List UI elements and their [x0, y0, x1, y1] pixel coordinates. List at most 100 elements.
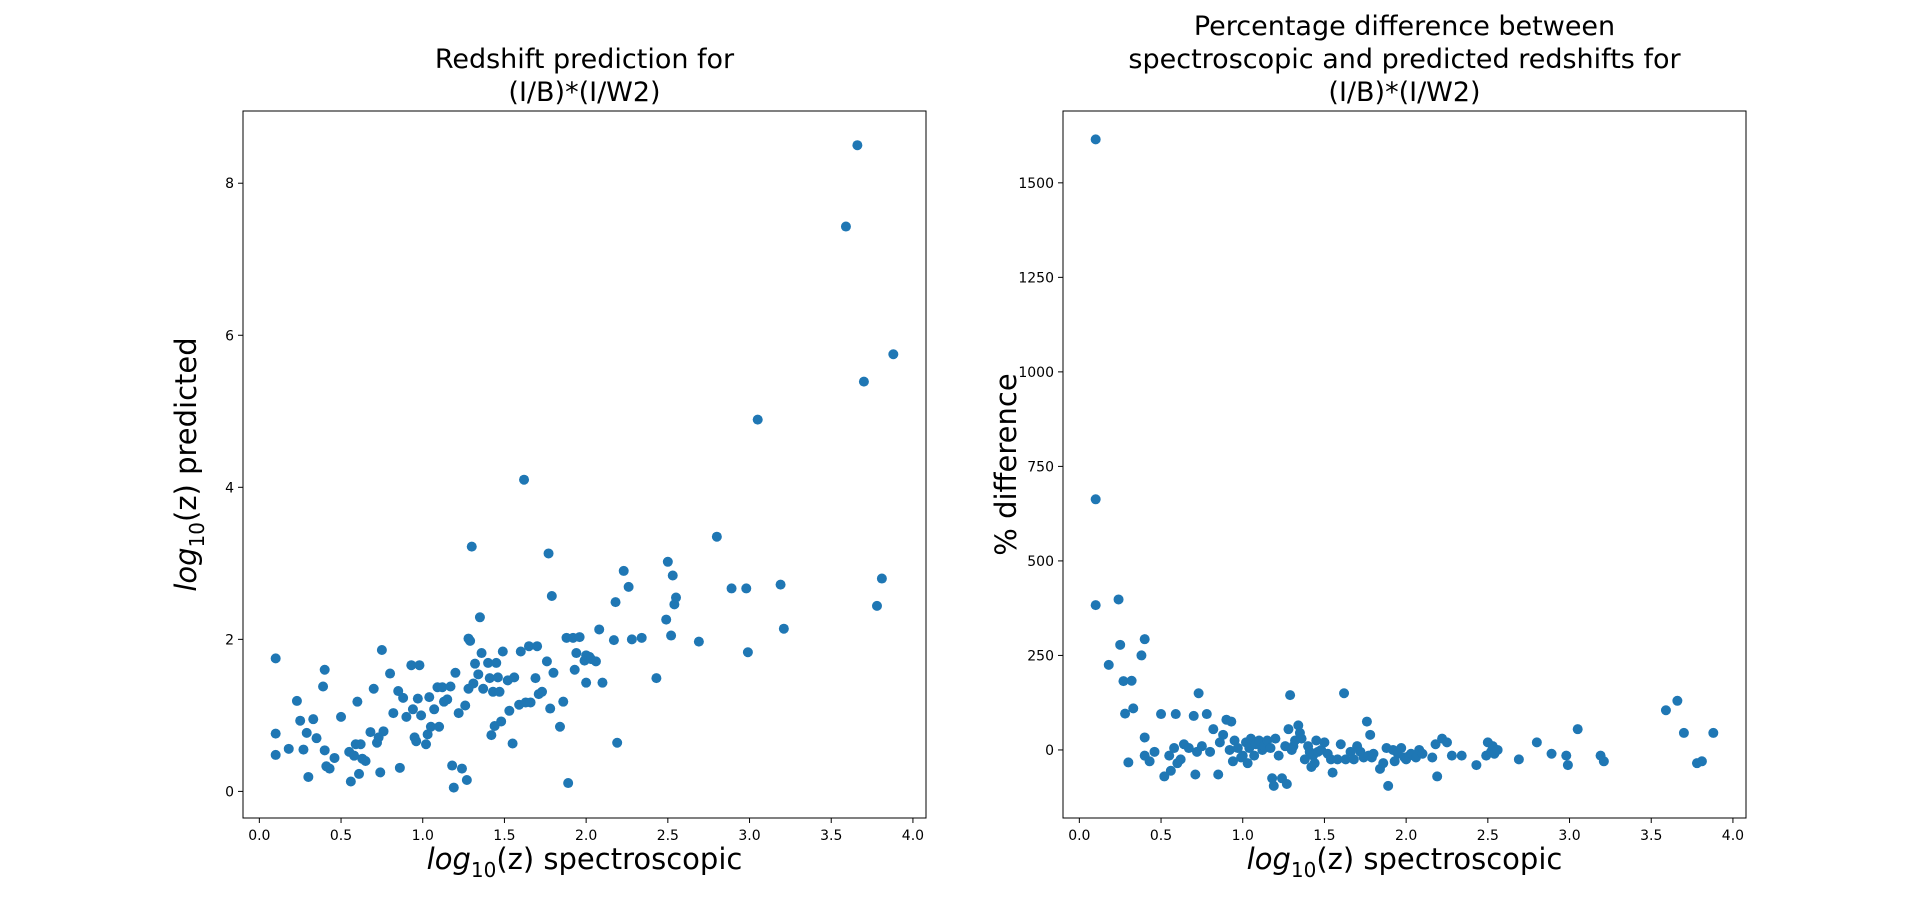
scatter-point — [612, 737, 623, 748]
x-tick-label: 4.0 — [902, 828, 924, 844]
scatter-point — [1218, 729, 1229, 740]
scatter-point — [1123, 757, 1134, 768]
scatter-point — [1270, 733, 1281, 744]
scatter-point — [1201, 709, 1212, 720]
scatter-point — [394, 762, 405, 773]
scatter-point — [1696, 756, 1707, 767]
y-tick-label: 0 — [225, 784, 234, 800]
y-tick-label: 4 — [225, 480, 234, 496]
scatter-point — [470, 658, 481, 669]
scatter-point — [1299, 754, 1310, 765]
scatter-point — [429, 704, 440, 715]
scatter-point — [1389, 756, 1400, 767]
scatter-point — [1432, 771, 1443, 782]
axes-frame — [1062, 110, 1747, 819]
x-tick-label: 3.5 — [820, 828, 842, 844]
y-axis-label: log10(z) predicted — [169, 337, 209, 591]
scatter-point — [450, 667, 461, 678]
scatter-point — [447, 760, 458, 771]
scatter-point — [1309, 758, 1320, 769]
scatter-point — [693, 636, 704, 647]
y-tick-label: 750 — [1027, 459, 1054, 475]
scatter-point — [352, 696, 363, 707]
scatter-point — [581, 677, 592, 688]
scatter-point — [1183, 743, 1194, 754]
scatter-point — [1268, 780, 1279, 791]
scatter-point — [411, 736, 422, 747]
scatter-point — [425, 721, 436, 732]
scatter-point — [442, 694, 453, 705]
scatter-point — [852, 140, 863, 151]
scatter-point — [1339, 688, 1350, 699]
scatter-point — [667, 570, 678, 581]
scatter-point — [1103, 659, 1114, 670]
scatter-point — [1396, 743, 1407, 754]
scatter-point — [1188, 710, 1199, 721]
scatter-point — [456, 763, 467, 774]
x-tick-label: 0.0 — [1068, 828, 1090, 844]
scatter-point — [324, 763, 335, 774]
scatter-point — [398, 692, 409, 703]
scatter-point — [1417, 748, 1428, 759]
scatter-point — [349, 750, 360, 761]
scatter-point — [416, 710, 427, 721]
scatter-point — [597, 677, 608, 688]
scatter-point — [376, 644, 387, 655]
scatter-point — [478, 683, 489, 694]
y-tick-label: 1000 — [1018, 365, 1054, 381]
y-tick-label: 6 — [225, 328, 234, 344]
scatter-point — [1169, 743, 1180, 754]
x-tick-label: 1.5 — [1313, 828, 1335, 844]
scatter-point — [574, 632, 585, 643]
scatter-point — [1175, 754, 1186, 765]
scatter-point — [1456, 750, 1467, 761]
scatter-point — [401, 711, 412, 722]
scatter-point — [1492, 744, 1503, 755]
scatter-point — [437, 682, 448, 693]
scatter-point — [504, 705, 515, 716]
scatter-point — [507, 738, 518, 749]
scatter-point — [468, 678, 479, 689]
x-tick-label: 3.0 — [738, 828, 760, 844]
scatter-point — [336, 711, 347, 722]
scatter-point — [546, 591, 557, 602]
chart-title-line: spectroscopic and predicted redshifts fo… — [1128, 44, 1681, 75]
scatter-point — [1193, 688, 1204, 699]
scatter-point — [474, 612, 485, 623]
scatter-point — [486, 730, 497, 741]
scatter-point — [1319, 737, 1330, 748]
scatter-point — [448, 782, 459, 793]
scatter-point — [1120, 708, 1131, 719]
scatter-point — [1672, 695, 1683, 706]
scatter-point — [291, 695, 302, 706]
scatter-point — [871, 600, 882, 611]
x-tick-label: 4.0 — [1722, 828, 1744, 844]
scatter-point — [1144, 756, 1155, 767]
scatter-point — [1572, 724, 1583, 735]
scatter-point — [1708, 727, 1719, 738]
scatter-point — [1213, 769, 1224, 780]
scatter-point — [1531, 737, 1542, 748]
scatter-point — [1335, 739, 1346, 750]
scatter-point — [355, 739, 366, 750]
scatter-point — [1115, 639, 1126, 650]
scatter-point — [666, 630, 677, 641]
scatter-point — [1441, 737, 1452, 748]
scatter-point — [858, 376, 869, 387]
scatter-point — [636, 632, 647, 643]
scatter-point — [385, 668, 396, 679]
scatter-point — [594, 624, 605, 635]
x-tick-label: 1.5 — [493, 828, 515, 844]
scatter-point — [1165, 765, 1176, 776]
scatter-point — [445, 681, 456, 692]
scatter-point — [1430, 739, 1441, 750]
scatter-point — [295, 715, 306, 726]
scatter-point — [298, 744, 309, 755]
scatter-point — [1471, 760, 1482, 771]
scatter-point — [775, 579, 786, 590]
scatter-point — [626, 634, 637, 645]
scatter-point — [1224, 744, 1235, 755]
scatter-point — [752, 414, 763, 425]
scatter-point — [1090, 494, 1101, 505]
scatter-point — [407, 704, 418, 715]
